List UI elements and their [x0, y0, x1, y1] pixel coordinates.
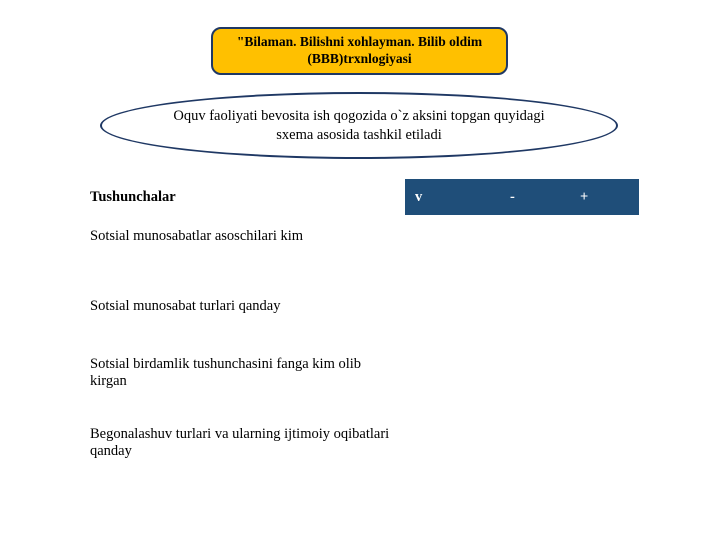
title-text: "Bilaman. Bilishni xohlayman. Bilib oldi… [223, 34, 496, 68]
cell-plus [570, 285, 639, 343]
cell-minus [500, 215, 570, 285]
cell-minus [500, 285, 570, 343]
cell-concept: Sotsial munosabat turlari qanday [80, 285, 405, 343]
subtitle-text: Oquv faoliyati bevosita ish qogozida o`z… [157, 107, 561, 145]
cell-minus [500, 413, 570, 483]
cell-plus [570, 343, 639, 413]
col-header-plus: + [570, 179, 639, 215]
table-row: Sotsial munosabatlar asoschilari kim [80, 215, 639, 285]
cell-plus [570, 215, 639, 285]
col-header-v: v [405, 179, 500, 215]
cell-concept: Sotsial birdamlik tushunchasini fanga ki… [80, 343, 405, 413]
table-row: Begonalashuv turlari va ularning ijtimoi… [80, 413, 639, 483]
cell-v [405, 215, 500, 285]
cell-concept: Begonalashuv turlari va ularning ijtimoi… [80, 413, 405, 483]
cell-minus [500, 343, 570, 413]
concepts-table: Tushunchalar v - + Sotsial munosabatlar … [80, 179, 639, 483]
cell-v [405, 343, 500, 413]
table-header-row: Tushunchalar v - + [80, 179, 639, 215]
subtitle-oval: Oquv faoliyati bevosita ish qogozida o`z… [100, 92, 618, 159]
cell-v [405, 413, 500, 483]
cell-plus [570, 413, 639, 483]
col-header-concepts: Tushunchalar [80, 179, 405, 215]
table-row: Sotsial munosabat turlari qanday [80, 285, 639, 343]
title-box: "Bilaman. Bilishni xohlayman. Bilib oldi… [211, 27, 508, 75]
cell-v [405, 285, 500, 343]
col-header-minus: - [500, 179, 570, 215]
table-row: Sotsial birdamlik tushunchasini fanga ki… [80, 343, 639, 413]
cell-concept: Sotsial munosabatlar asoschilari kim [80, 215, 405, 285]
